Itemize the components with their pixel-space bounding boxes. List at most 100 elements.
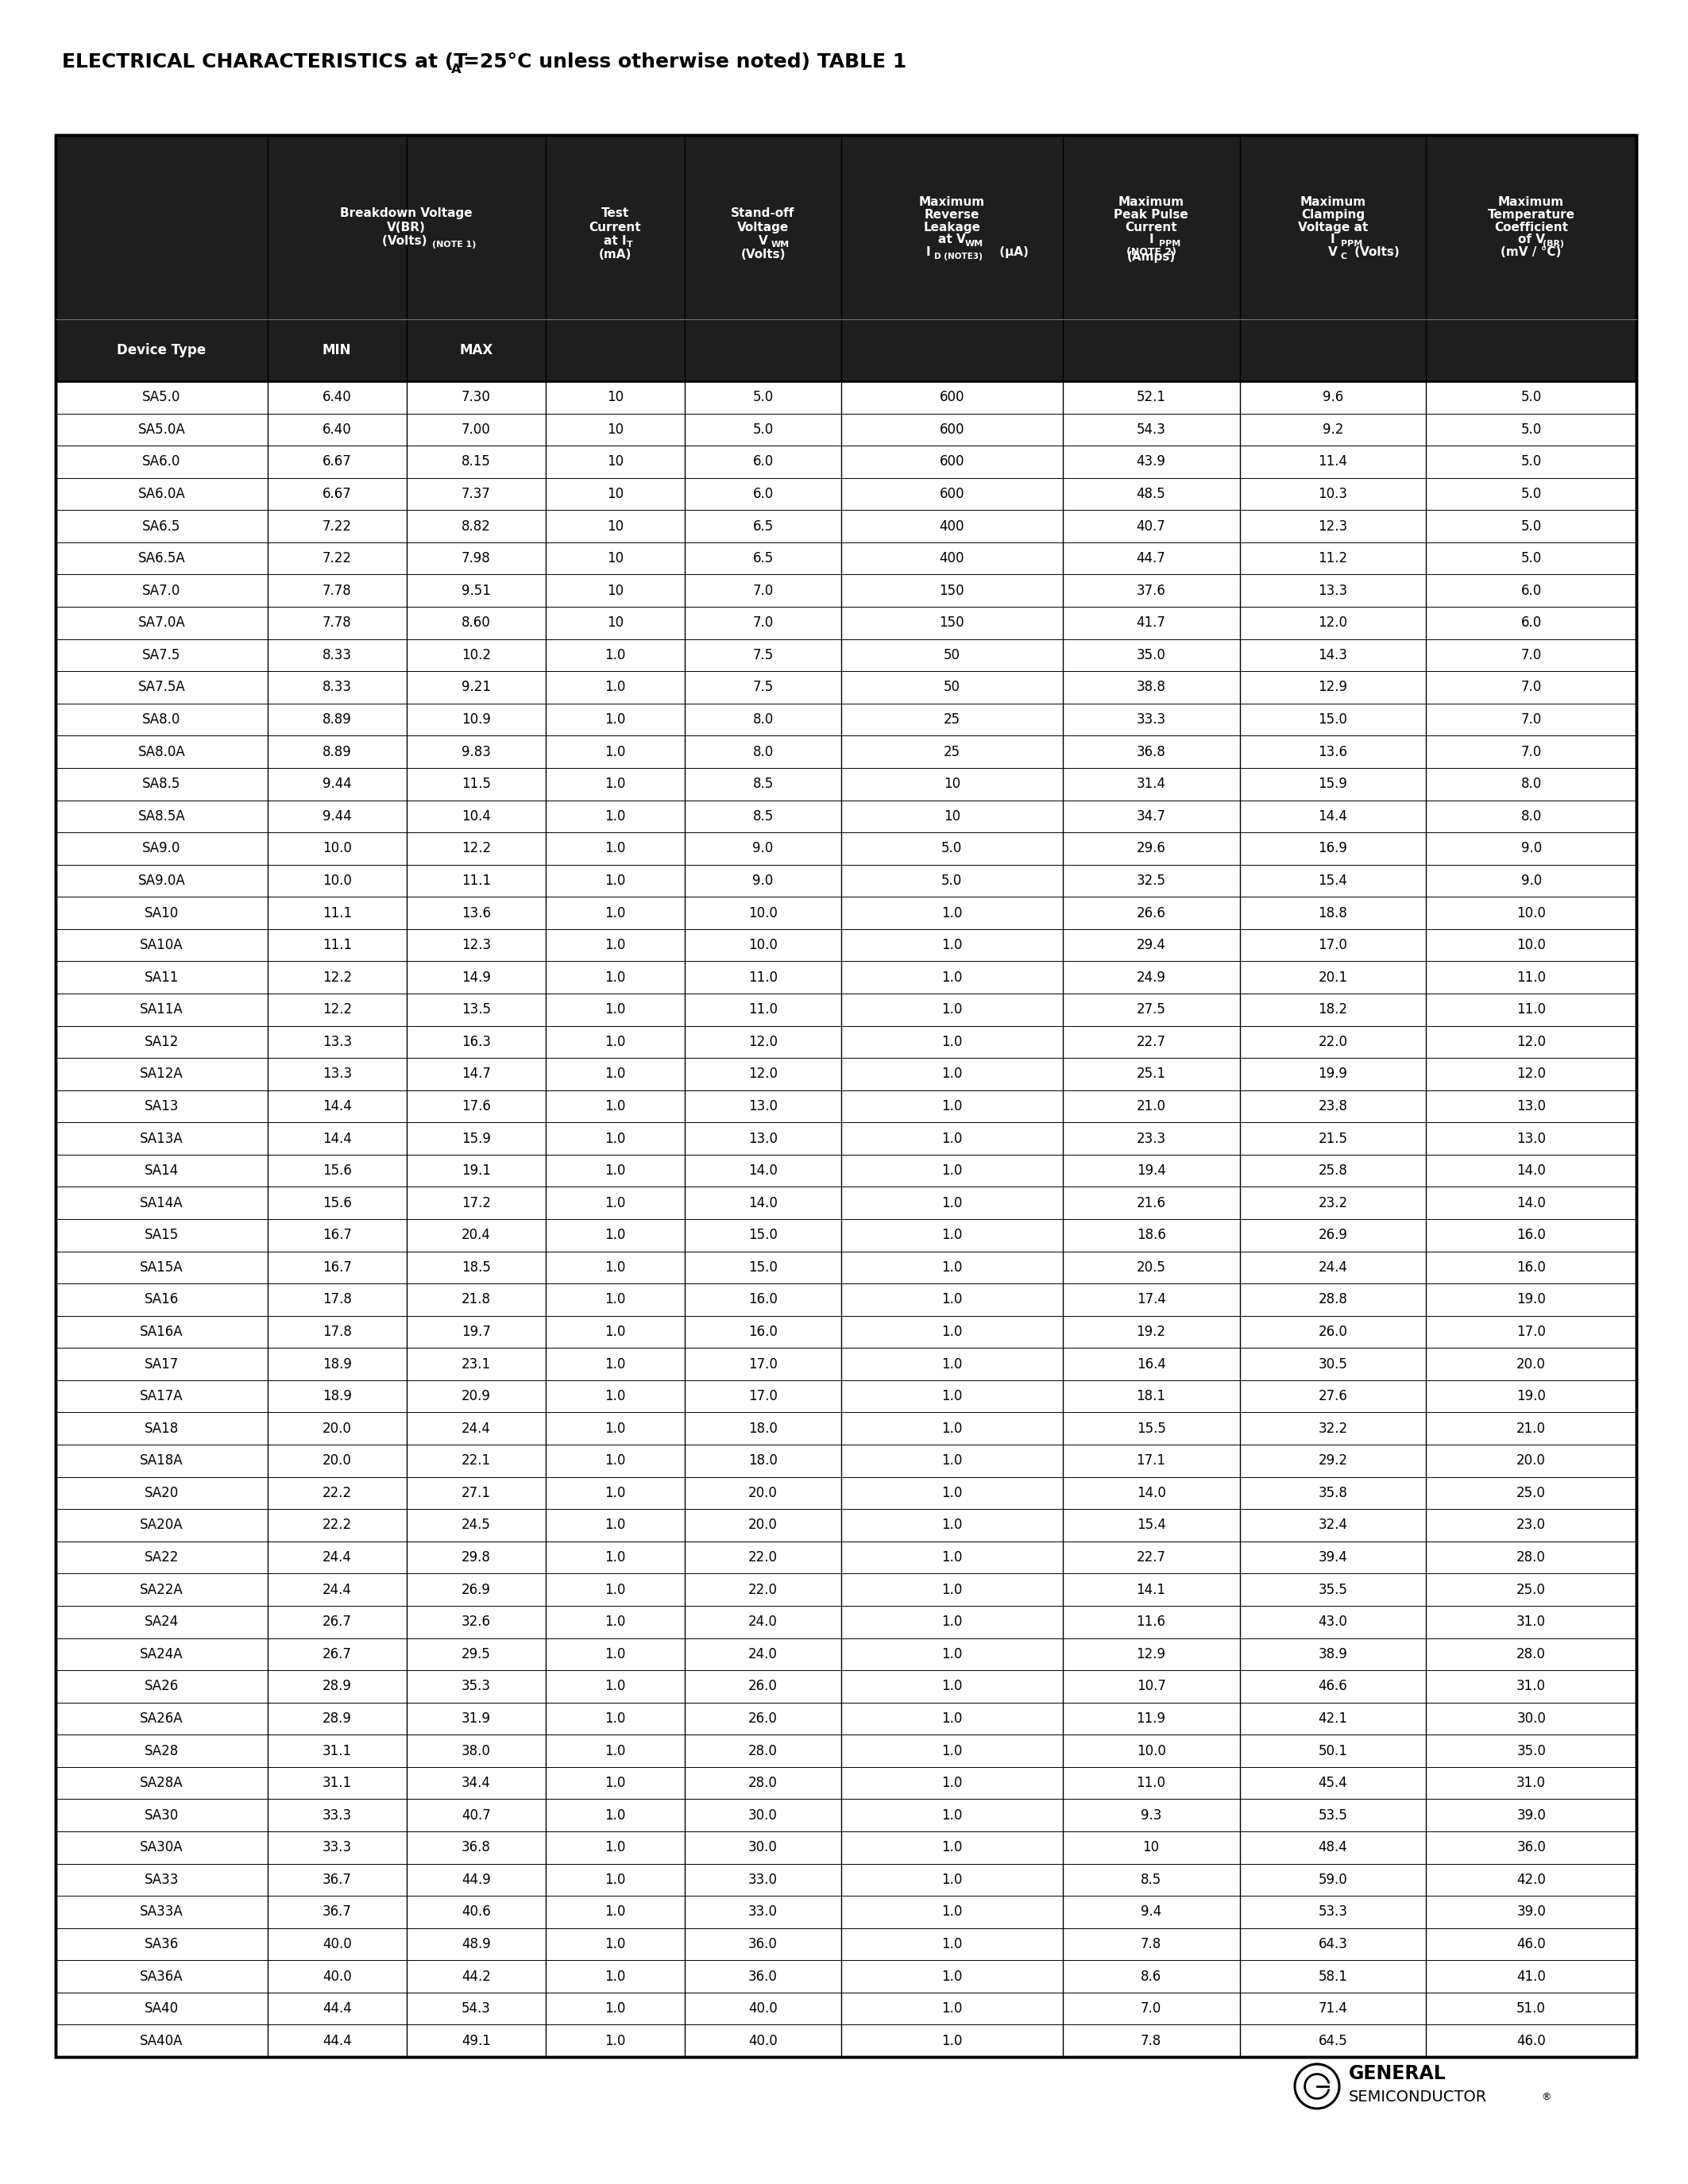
- Text: 24.4: 24.4: [322, 1551, 351, 1564]
- Text: 1.0: 1.0: [942, 2001, 962, 2016]
- Text: 400: 400: [940, 550, 964, 566]
- Text: 1.0: 1.0: [604, 1904, 626, 1920]
- Text: Coefficient: Coefficient: [1494, 221, 1568, 234]
- Text: Maximum: Maximum: [1117, 197, 1183, 207]
- Text: 1.0: 1.0: [942, 1904, 962, 1920]
- Text: 26.7: 26.7: [322, 1647, 351, 1662]
- Text: 28.0: 28.0: [1516, 1551, 1546, 1564]
- Text: 40.7: 40.7: [461, 1808, 491, 1821]
- Text: MIN: MIN: [322, 343, 351, 358]
- Text: 600: 600: [940, 487, 964, 500]
- Text: 48.9: 48.9: [461, 1937, 491, 1950]
- Text: 33.3: 33.3: [322, 1841, 351, 1854]
- Text: 40.0: 40.0: [748, 2001, 778, 2016]
- Text: 8.5: 8.5: [1141, 1872, 1161, 1887]
- Text: 7.30: 7.30: [461, 391, 491, 404]
- Text: 5.0: 5.0: [1521, 422, 1541, 437]
- Text: SA5.0: SA5.0: [142, 391, 181, 404]
- Text: V: V: [758, 234, 768, 247]
- Text: 1.0: 1.0: [942, 970, 962, 985]
- Text: 24.9: 24.9: [1136, 970, 1166, 985]
- Text: 1.0: 1.0: [942, 1260, 962, 1275]
- Text: 31.1: 31.1: [322, 1776, 351, 1791]
- Text: 14.0: 14.0: [1136, 1485, 1166, 1500]
- Text: 29.2: 29.2: [1318, 1455, 1347, 1468]
- Text: 11.1: 11.1: [461, 874, 491, 889]
- Text: SA7.0A: SA7.0A: [138, 616, 186, 629]
- Text: 30.5: 30.5: [1318, 1356, 1347, 1372]
- Text: PPM: PPM: [1340, 240, 1362, 247]
- Text: 1.0: 1.0: [942, 1485, 962, 1500]
- Text: 41.0: 41.0: [1516, 1970, 1546, 1983]
- Text: SA9.0: SA9.0: [142, 841, 181, 856]
- Text: 45.4: 45.4: [1318, 1776, 1347, 1791]
- Text: 1.0: 1.0: [604, 1035, 626, 1048]
- Text: 12.0: 12.0: [1516, 1035, 1546, 1048]
- Text: 21.5: 21.5: [1318, 1131, 1347, 1147]
- Text: 17.0: 17.0: [1516, 1326, 1546, 1339]
- Text: 24.0: 24.0: [748, 1614, 778, 1629]
- Text: SA17: SA17: [145, 1356, 179, 1372]
- Text: WM: WM: [964, 240, 982, 247]
- Text: 1.0: 1.0: [604, 937, 626, 952]
- Text: 1.0: 1.0: [942, 906, 962, 919]
- Text: 7.8: 7.8: [1141, 1937, 1161, 1950]
- Text: SA15: SA15: [145, 1227, 179, 1243]
- Text: 7.22: 7.22: [322, 520, 351, 533]
- Text: MAX: MAX: [459, 343, 493, 358]
- Text: 22.1: 22.1: [461, 1455, 491, 1468]
- Text: 10: 10: [606, 616, 623, 629]
- Text: 16.7: 16.7: [322, 1227, 351, 1243]
- Text: C: C: [1340, 253, 1347, 260]
- Text: 17.6: 17.6: [461, 1099, 491, 1114]
- Text: 26.7: 26.7: [322, 1614, 351, 1629]
- Text: 17.8: 17.8: [322, 1293, 351, 1306]
- Text: 13.0: 13.0: [1516, 1131, 1546, 1147]
- Text: SA8.0A: SA8.0A: [138, 745, 186, 760]
- Text: 13.0: 13.0: [748, 1099, 778, 1114]
- Text: 40.0: 40.0: [322, 1937, 351, 1950]
- Text: 1.0: 1.0: [604, 778, 626, 791]
- Text: 8.0: 8.0: [1521, 778, 1541, 791]
- Text: SA20A: SA20A: [140, 1518, 184, 1533]
- Text: 7.78: 7.78: [322, 583, 351, 598]
- Text: 10.3: 10.3: [1318, 487, 1347, 500]
- Text: 6.40: 6.40: [322, 391, 351, 404]
- Text: 6.0: 6.0: [753, 454, 773, 470]
- Text: SA36: SA36: [145, 1937, 179, 1950]
- Text: 11.1: 11.1: [322, 937, 351, 952]
- Text: 19.2: 19.2: [1136, 1326, 1166, 1339]
- Text: SA16: SA16: [145, 1293, 179, 1306]
- Text: 10: 10: [606, 583, 623, 598]
- Text: at I: at I: [604, 234, 626, 247]
- Text: 36.8: 36.8: [461, 1841, 491, 1854]
- Text: 32.6: 32.6: [461, 1614, 491, 1629]
- Text: 1.0: 1.0: [942, 1227, 962, 1243]
- Text: 1.0: 1.0: [942, 1326, 962, 1339]
- Text: 21.8: 21.8: [461, 1293, 491, 1306]
- Text: 35.5: 35.5: [1318, 1583, 1347, 1597]
- Text: 7.8: 7.8: [1141, 2033, 1161, 2049]
- Text: 10: 10: [606, 454, 623, 470]
- Text: 150: 150: [939, 583, 964, 598]
- Text: 9.0: 9.0: [1521, 841, 1541, 856]
- Text: 46.0: 46.0: [1516, 1937, 1546, 1950]
- Text: 1.0: 1.0: [604, 970, 626, 985]
- Text: 1.0: 1.0: [604, 745, 626, 760]
- Text: 20.0: 20.0: [748, 1518, 778, 1533]
- Text: 13.3: 13.3: [322, 1035, 351, 1048]
- Text: 5.0: 5.0: [753, 422, 773, 437]
- Text: Test: Test: [601, 207, 630, 221]
- Text: 41.7: 41.7: [1136, 616, 1166, 629]
- Text: 20.0: 20.0: [322, 1422, 351, 1435]
- Text: Peak Pulse: Peak Pulse: [1114, 207, 1188, 221]
- Text: SA6.0A: SA6.0A: [138, 487, 186, 500]
- Text: 17.0: 17.0: [748, 1356, 778, 1372]
- Text: 20.4: 20.4: [461, 1227, 491, 1243]
- Text: 19.0: 19.0: [1516, 1293, 1546, 1306]
- Text: 600: 600: [940, 391, 964, 404]
- Text: 5.0: 5.0: [1521, 391, 1541, 404]
- Text: (BR): (BR): [1543, 240, 1563, 247]
- Text: 22.0: 22.0: [748, 1551, 778, 1564]
- Text: 34.7: 34.7: [1136, 808, 1166, 823]
